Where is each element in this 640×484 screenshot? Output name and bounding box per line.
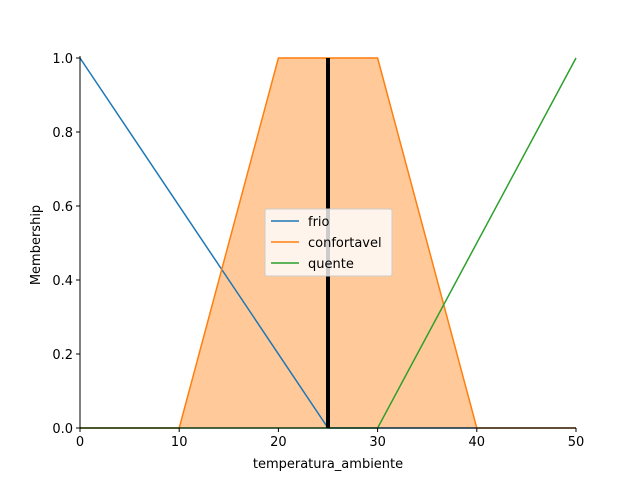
y-tick-label: 1.0 <box>52 52 73 67</box>
x-axis-label: temperatura_ambiente <box>253 457 403 472</box>
legend-label-confortavel: confortavel <box>308 236 382 251</box>
y-tick-label: 0.6 <box>52 200 73 215</box>
y-tick-label: 0.2 <box>52 348 73 363</box>
x-tick-label: 10 <box>171 435 188 450</box>
x-tick-label: 0 <box>76 435 84 450</box>
legend-label-quente: quente <box>308 257 354 272</box>
y-tick-label: 0.8 <box>52 126 73 141</box>
x-tick-label: 50 <box>568 435 585 450</box>
x-tick-label: 30 <box>369 435 386 450</box>
legend-label-frio: frio <box>308 215 330 230</box>
axes-layer <box>79 56 576 429</box>
x-tick-label: 20 <box>270 435 287 450</box>
ticks-layer: 0 10 20 30 40 50 0.0 0.2 0.4 0.6 0.8 1.0 <box>52 52 584 450</box>
y-tick-label: 0.4 <box>52 274 73 289</box>
x-tick-label: 40 <box>469 435 486 450</box>
y-axis-label: Membership <box>29 205 44 285</box>
y-tick-label: 0.0 <box>52 422 73 437</box>
legend: frio confortavel quente <box>264 208 393 277</box>
legend-box <box>264 208 393 277</box>
